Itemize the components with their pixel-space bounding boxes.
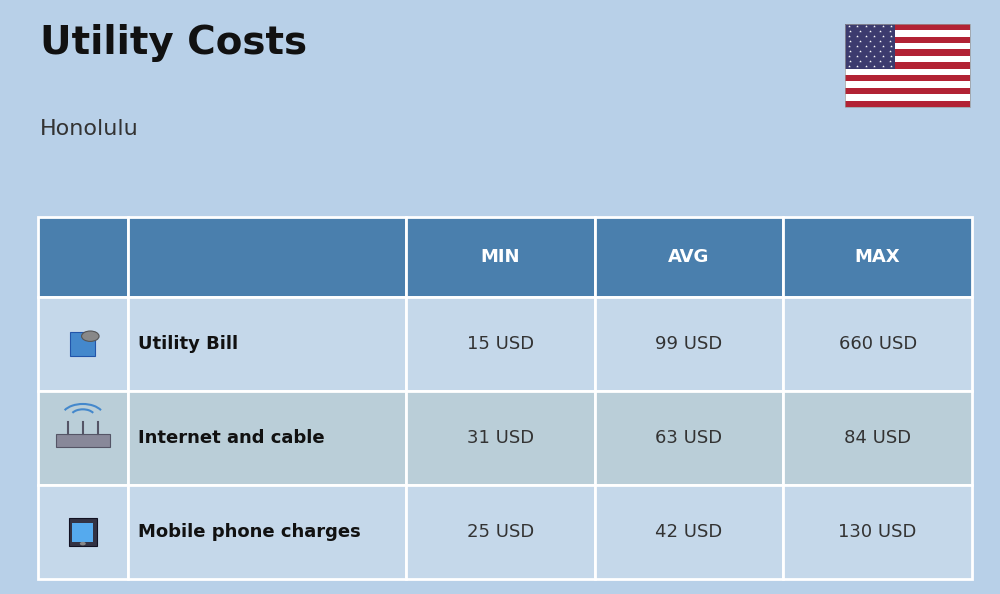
Bar [845,94,970,100]
Bar [595,485,783,579]
Bar [128,485,406,579]
Bar [70,331,95,355]
Bar [845,30,970,37]
Bar [595,296,783,391]
Text: Utility Costs: Utility Costs [40,24,307,62]
Text: 25 USD: 25 USD [467,523,534,541]
Bar [783,391,972,485]
Bar [783,485,972,579]
Bar [128,296,406,391]
Circle shape [82,331,99,342]
Text: Utility Bill: Utility Bill [138,334,238,353]
Text: 31 USD: 31 USD [467,429,534,447]
Text: 15 USD: 15 USD [467,334,534,353]
Bar [406,391,595,485]
Text: MAX: MAX [855,248,900,266]
Bar [406,485,595,579]
Bar [406,296,595,391]
Text: 99 USD: 99 USD [655,334,723,353]
Bar [595,391,783,485]
Bar [845,24,895,68]
Text: 42 USD: 42 USD [655,523,723,541]
Bar [783,296,972,391]
Text: 660 USD: 660 USD [839,334,917,353]
Bar [406,217,595,296]
Bar [128,391,406,485]
Text: Honolulu: Honolulu [40,119,139,139]
Bar [845,81,970,88]
Bar [845,68,970,75]
Bar [783,217,972,296]
Bar [38,217,128,296]
Text: 130 USD: 130 USD [838,523,917,541]
Bar [38,391,128,485]
Text: 84 USD: 84 USD [844,429,911,447]
Text: AVG: AVG [668,248,710,266]
Bar [845,56,970,62]
Bar [845,100,970,107]
Bar [56,434,110,447]
Bar [845,43,970,49]
Bar [845,49,970,56]
Bar [845,75,970,81]
Text: MIN: MIN [481,248,520,266]
Bar [69,518,97,546]
Bar [38,296,128,391]
Text: Internet and cable: Internet and cable [138,429,324,447]
Bar [845,24,970,107]
Bar [72,523,93,542]
Bar [845,24,970,30]
Bar [595,217,783,296]
Text: 63 USD: 63 USD [655,429,723,447]
Bar [845,37,970,43]
Bar [128,217,406,296]
Bar [38,485,128,579]
Text: Mobile phone charges: Mobile phone charges [138,523,360,541]
Bar [845,88,970,94]
Circle shape [80,542,86,545]
Bar [845,62,970,68]
